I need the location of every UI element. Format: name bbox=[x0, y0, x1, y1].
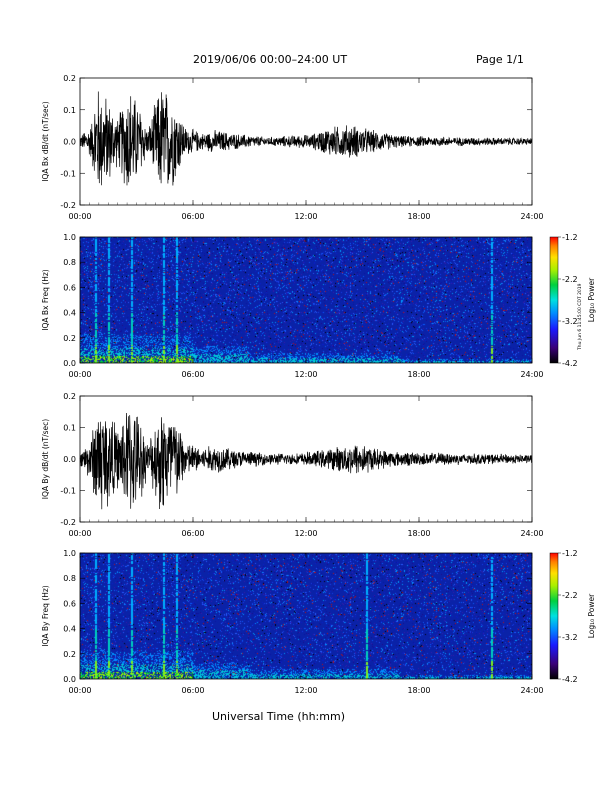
x-tick-label: 18:00 bbox=[407, 686, 430, 695]
y-axis-label: IQA By Freq (Hz) bbox=[41, 585, 50, 647]
colorbar-tick-label: -4.2 bbox=[562, 675, 578, 684]
x-tick-label: 24:00 bbox=[520, 686, 543, 695]
colorbar-tick-label: -3.2 bbox=[562, 633, 578, 642]
y-tick-label: 0.2 bbox=[63, 650, 76, 659]
x-tick-label: 18:00 bbox=[407, 212, 430, 221]
y-tick-label: 0.2 bbox=[63, 334, 76, 343]
y-axis-label: IQA By dB/dt (nT/sec) bbox=[41, 419, 50, 500]
y-tick-label: -0.1 bbox=[60, 169, 76, 178]
y-tick-label: 0.8 bbox=[63, 258, 76, 267]
x-tick-label: 00:00 bbox=[68, 686, 91, 695]
x-tick-label: 06:00 bbox=[181, 370, 204, 379]
y-tick-label: 0.0 bbox=[63, 455, 76, 464]
colorbar-tick-label: -4.2 bbox=[562, 359, 578, 368]
y-tick-label: 0.6 bbox=[63, 599, 76, 608]
y-tick-label: 0.2 bbox=[63, 392, 76, 401]
colorbar-label: Log₁₀ Power bbox=[587, 277, 596, 322]
colorbar-tick-label: -2.2 bbox=[562, 591, 578, 600]
panel-2: -1.2 -2.2 -3.2 -4.2 Log₁₀ Power 00:00 06:00 12:… bbox=[41, 233, 596, 379]
colorbar bbox=[549, 552, 559, 680]
y-tick-label: 0.4 bbox=[63, 309, 76, 318]
colorbar-tick-label: -2.2 bbox=[562, 275, 578, 284]
y-tick-label: 0.4 bbox=[63, 625, 76, 634]
y-tick-label: -0.2 bbox=[60, 201, 76, 210]
y-axis-label: IQA Bx Freq (Hz) bbox=[41, 269, 50, 331]
x-tick-label: 12:00 bbox=[294, 370, 317, 379]
x-tick-label: 12:00 bbox=[294, 212, 317, 221]
x-tick-label: 00:00 bbox=[68, 370, 91, 379]
y-tick-label: -0.1 bbox=[60, 487, 76, 496]
colorbar-label: Log₁₀ Power bbox=[587, 593, 596, 638]
page-number: Page 1/1 bbox=[476, 53, 524, 66]
spectrogram-image bbox=[80, 553, 532, 679]
x-tick-label: 12:00 bbox=[294, 686, 317, 695]
x-tick-label: 06:00 bbox=[181, 212, 204, 221]
x-tick-label: 12:00 bbox=[294, 529, 317, 538]
colorbar bbox=[549, 236, 559, 364]
y-tick-label: 0.2 bbox=[63, 74, 76, 83]
y-tick-label: 0.1 bbox=[63, 106, 76, 115]
x-tick-label: 18:00 bbox=[407, 370, 430, 379]
x-tick-label: 00:00 bbox=[68, 212, 91, 221]
x-tick-label: 18:00 bbox=[407, 529, 430, 538]
colorbar-tick-label: -1.2 bbox=[562, 233, 578, 242]
x-tick-label: 06:00 bbox=[181, 686, 204, 695]
colorbar-tick-label: -1.2 bbox=[562, 549, 578, 558]
y-tick-label: 0.0 bbox=[63, 138, 76, 147]
x-tick-label: 06:00 bbox=[181, 529, 204, 538]
series-line bbox=[79, 91, 533, 186]
page-title: 2019/06/06 00:00–24:00 UT bbox=[193, 53, 348, 66]
y-tick-label: 1.0 bbox=[63, 233, 76, 242]
panel-4: -1.2 -2.2 -3.2 -4.2 Log₁₀ Power 00:00 06:00 12:… bbox=[41, 549, 596, 695]
x-tick-label: 24:00 bbox=[520, 529, 543, 538]
x-tick-label: 00:00 bbox=[68, 529, 91, 538]
panel-3: 00:00 06:00 12:00 18:00 24:00 0.2 0.1 0.0 -0.1 -0… bbox=[41, 392, 544, 538]
y-tick-label: 0.0 bbox=[63, 359, 76, 368]
x-tick-label: 24:00 bbox=[520, 212, 543, 221]
y-tick-label: 0.0 bbox=[63, 675, 76, 684]
y-axis-label: IQA Bx dB/dt (nT/sec) bbox=[41, 101, 50, 182]
timestamp-stamp: Thu Jun 6 11:45:00 CDT 2019 bbox=[578, 283, 583, 350]
y-tick-label: 0.1 bbox=[63, 424, 76, 433]
y-tick-label: -0.2 bbox=[60, 518, 76, 527]
series-line bbox=[79, 412, 533, 510]
panel-1: 00:00 06:00 12:00 18:00 24:00 0.2 0.1 0.0 -0.1 -0… bbox=[41, 74, 544, 221]
spectrogram-image bbox=[80, 237, 532, 363]
x-axis-label: Universal Time (hh:mm) bbox=[212, 710, 345, 723]
x-tick-label: 24:00 bbox=[520, 370, 543, 379]
y-tick-label: 0.8 bbox=[63, 574, 76, 583]
colorbar-tick-label: -3.2 bbox=[562, 317, 578, 326]
y-tick-label: 1.0 bbox=[63, 549, 76, 558]
y-tick-label: 0.6 bbox=[63, 283, 76, 292]
